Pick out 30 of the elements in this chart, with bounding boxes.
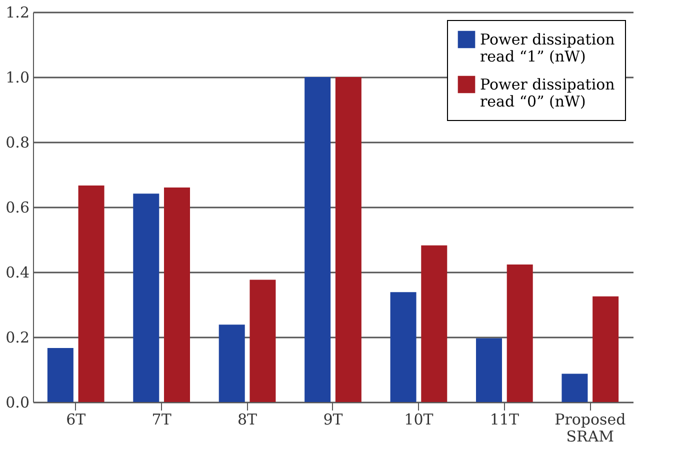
- y-tick-label: 0.2: [6, 328, 30, 346]
- x-tick-label: 9T: [323, 410, 343, 428]
- x-tick-label: 10T: [404, 410, 434, 428]
- bar: [390, 292, 416, 402]
- y-tick-label: 0.0: [6, 394, 30, 412]
- bar: [421, 245, 448, 402]
- bar: [250, 280, 276, 402]
- x-tick-label: 7T: [152, 410, 172, 428]
- x-tick-label: 6T: [66, 410, 86, 428]
- bar: [78, 186, 104, 402]
- x-tick-label: 11T: [490, 410, 519, 428]
- y-tick-label: 1.2: [6, 4, 30, 22]
- bar: [218, 324, 245, 402]
- bar: [335, 77, 362, 402]
- legend-label: Power dissipation read “1” (nW): [480, 30, 616, 66]
- x-tick-label: 8T: [238, 410, 258, 428]
- bar: [133, 194, 160, 402]
- bar: [476, 338, 502, 402]
- y-tick-label: 0.8: [6, 134, 30, 152]
- y-tick-label: 1.0: [6, 68, 30, 86]
- bar: [592, 296, 619, 402]
- bar: [506, 264, 533, 402]
- y-tick-label: 0.6: [6, 198, 30, 216]
- bar: [47, 348, 74, 402]
- legend-label: Power dissipation read “0” (nW): [480, 76, 616, 110]
- x-tick-label: Proposed SRAM: [554, 410, 626, 446]
- bar: [304, 77, 331, 402]
- bar: [164, 188, 190, 402]
- y-tick-label: 0.4: [6, 264, 30, 282]
- bar: [562, 374, 588, 402]
